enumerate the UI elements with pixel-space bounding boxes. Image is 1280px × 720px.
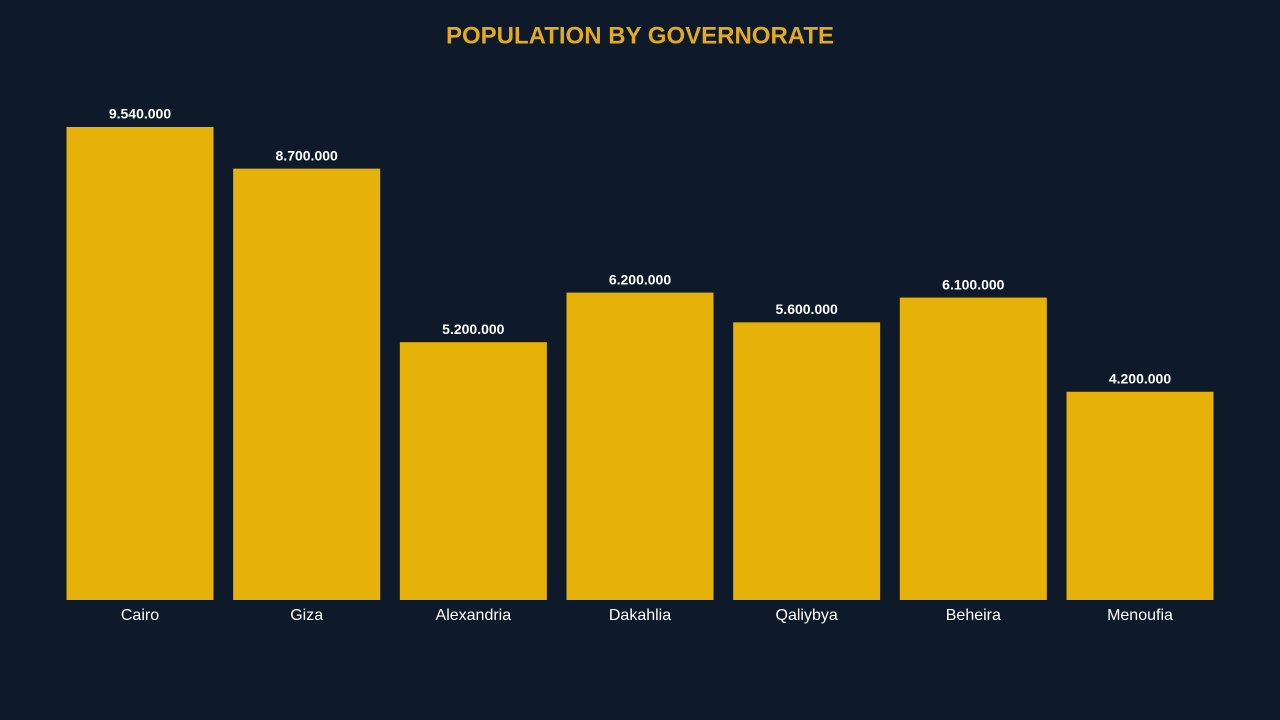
x-tick-label: Giza: [290, 607, 323, 624]
bar: [899, 297, 1047, 600]
bar: [566, 292, 714, 600]
x-tick-label: Alexandria: [436, 607, 512, 624]
chart-title: POPULATION BY GOVERNORATE: [446, 22, 834, 49]
value-label: 5.200.000: [442, 321, 504, 337]
x-tick-label: Beheira: [946, 607, 1001, 624]
bar: [733, 322, 881, 600]
x-tick-label: Qaliybya: [776, 607, 838, 624]
value-label: 8.700.000: [276, 147, 338, 163]
value-label: 4.200.000: [1109, 370, 1171, 386]
value-label: 9.540.000: [109, 106, 171, 122]
bar: [1066, 391, 1214, 600]
x-tick-label: Cairo: [121, 607, 159, 624]
bar: [66, 127, 214, 600]
x-tick-label: Menoufia: [1107, 607, 1173, 624]
value-label: 6.100.000: [942, 276, 1004, 292]
value-label: 6.200.000: [609, 271, 671, 287]
bar: [399, 342, 547, 600]
x-tick-label: Dakahlia: [609, 607, 671, 624]
value-label: 5.600.000: [776, 301, 838, 317]
bar: [233, 168, 381, 600]
